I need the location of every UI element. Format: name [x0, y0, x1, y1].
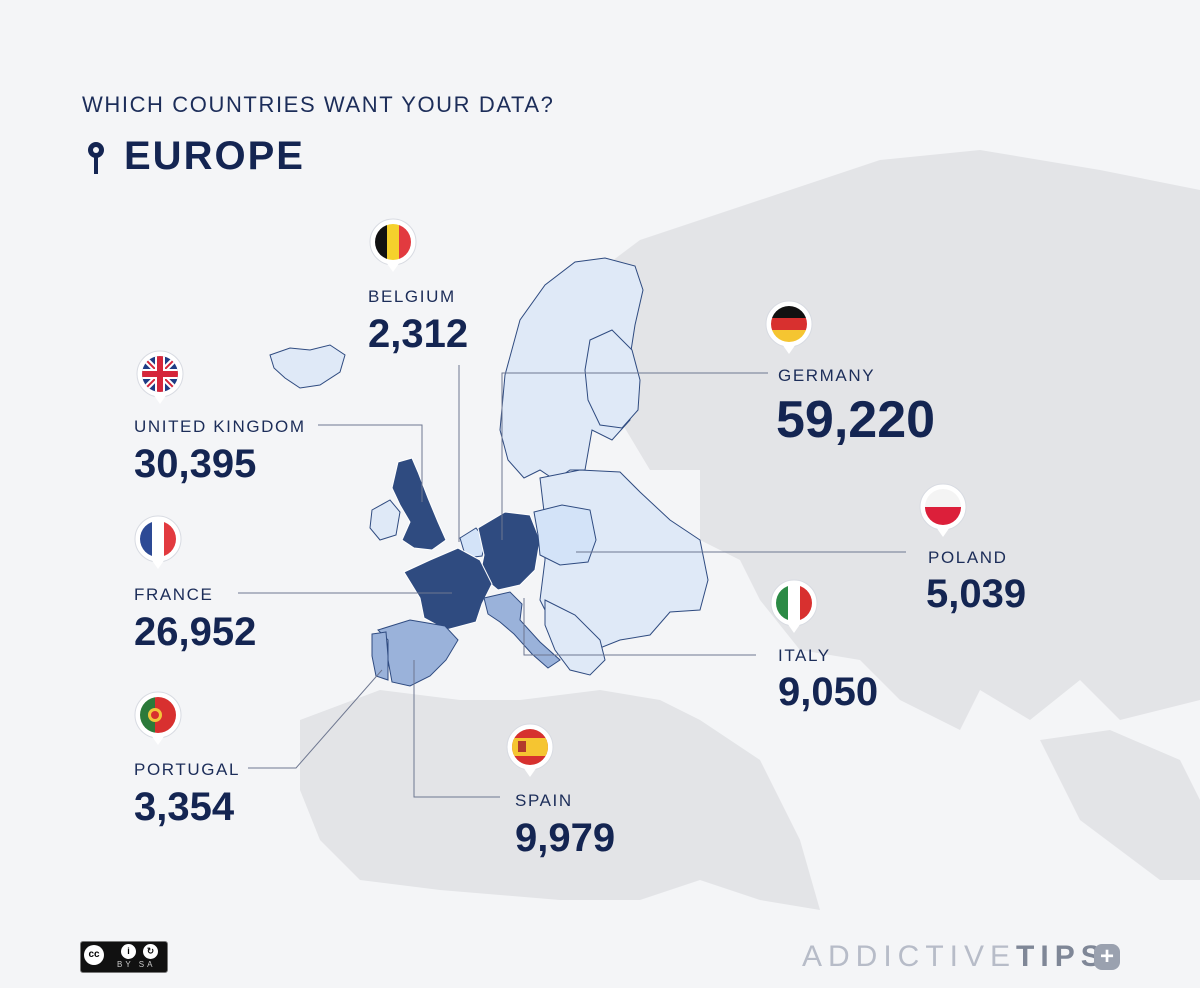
label-spain-value: 9,979: [515, 816, 616, 860]
label-uk-value: 30,395: [134, 442, 257, 486]
cc-license-badge[interactable]: cc i ↻ BY SA: [80, 941, 168, 973]
cc-icon: cc: [84, 945, 104, 965]
share-alike-icon: ↻: [143, 944, 158, 959]
label-portugal-value: 3,354: [134, 785, 235, 829]
label-italy-value: 9,050: [778, 670, 879, 714]
leader-spain: [413, 660, 500, 798]
poland-flag-icon: [919, 483, 967, 537]
poland-shape: [533, 504, 597, 566]
label-belgium-value: 2,312: [368, 312, 469, 356]
germany-flag-icon: [765, 300, 813, 354]
label-belgium-name: BELGIUM: [368, 287, 456, 306]
label-portugal-name: PORTUGAL: [134, 760, 241, 779]
uk-flag-icon: [136, 350, 184, 404]
page-subtitle: WHICH COUNTRIES WANT YOUR DATA?: [82, 92, 555, 117]
world-landmass: [300, 150, 1200, 910]
finland-shape: [584, 329, 641, 429]
page-title: EUROPE: [124, 134, 305, 178]
label-germany-value: 59,220: [776, 391, 936, 449]
brand-plus-icon: +: [1094, 944, 1120, 970]
iceland-shape: [269, 344, 346, 389]
label-spain-name: SPAIN: [515, 791, 573, 810]
ireland-shape: [369, 499, 401, 541]
label-poland-value: 5,039: [926, 572, 1027, 616]
map-pin-icon: [88, 142, 104, 174]
brand-plus-glyph: +: [1099, 943, 1114, 970]
brand-bold: TIPS: [1016, 940, 1107, 973]
portugal-flag-icon: [134, 691, 182, 745]
spain-shape: [377, 619, 459, 687]
leader-lines: [238, 365, 906, 798]
brand-light: ADDICTIVE: [802, 940, 1017, 973]
leader-italy: [523, 598, 756, 656]
leader-germany: [501, 372, 768, 540]
label-poland-name: POLAND: [928, 548, 1008, 567]
label-france-name: FRANCE: [134, 585, 214, 604]
label-germany-name: GERMANY: [778, 366, 876, 385]
balkans-shape: [544, 599, 606, 676]
license-text: BY SA: [117, 960, 156, 969]
belgium-flag-icon: [369, 218, 417, 272]
spain-flag-icon: [506, 723, 554, 777]
france-shape: [403, 547, 493, 631]
france-flag-icon: [134, 515, 182, 569]
italy-flag-icon: [770, 579, 818, 633]
leader-uk: [318, 424, 423, 502]
label-uk-name: UNITED KINGDOM: [134, 417, 306, 436]
label-france-value: 26,952: [134, 610, 257, 654]
brand-logo: ADDICTIVETIPS: [802, 940, 1107, 974]
uk-shape: [391, 457, 447, 551]
italy-shape: [483, 591, 561, 669]
attribution-icon: i: [121, 944, 136, 959]
label-italy-name: ITALY: [778, 646, 831, 665]
leader-portugal: [248, 669, 383, 769]
portugal-shape: [371, 631, 389, 681]
